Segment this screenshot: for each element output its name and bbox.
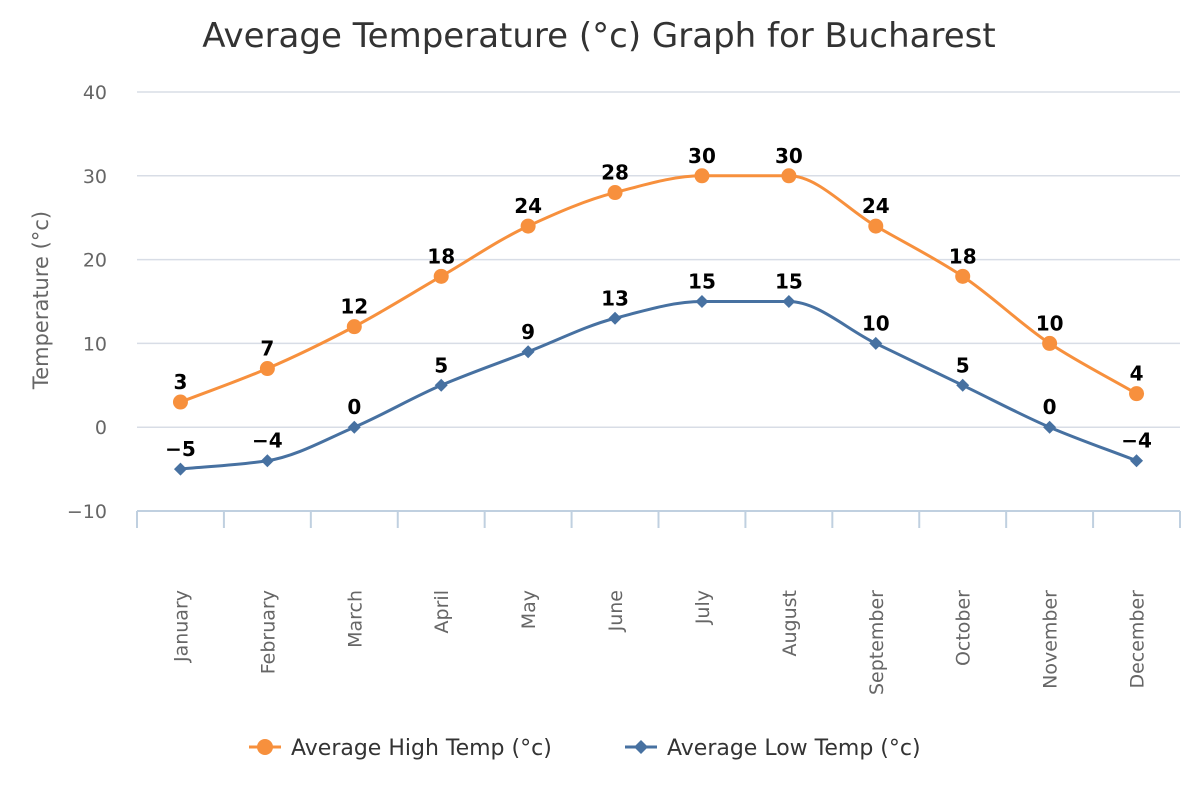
legend-marker	[634, 740, 648, 754]
data-label: 10	[862, 311, 890, 335]
data-point-marker[interactable]	[521, 345, 535, 359]
legend-item-high[interactable]: Average High Temp (°c)	[249, 736, 552, 761]
y-axis-label: Temperature (°c)	[29, 211, 53, 390]
data-label: 4	[1130, 362, 1144, 386]
data-label: 24	[514, 194, 542, 218]
data-label: 13	[601, 286, 629, 310]
data-point-marker[interactable]	[173, 462, 187, 476]
data-point-marker[interactable]	[956, 378, 970, 392]
data-point-marker[interactable]	[694, 168, 710, 184]
y-tick-label: 0	[95, 417, 107, 439]
data-label: 15	[688, 270, 716, 294]
x-tick-label: September	[866, 590, 888, 695]
data-point-marker[interactable]	[260, 454, 274, 468]
x-tick-label: January	[170, 590, 192, 663]
data-label: 30	[688, 144, 716, 168]
data-label: 24	[862, 194, 890, 218]
y-tick-label: −10	[67, 501, 107, 523]
data-point-marker[interactable]	[172, 394, 188, 410]
data-label: 0	[1043, 395, 1057, 419]
x-tick-label: April	[431, 590, 453, 633]
data-point-marker[interactable]	[868, 218, 884, 234]
data-point-marker[interactable]	[347, 420, 361, 434]
x-tick-label: May	[518, 590, 540, 629]
data-point-marker[interactable]	[781, 168, 797, 184]
data-point-marker[interactable]	[869, 336, 883, 350]
data-point-marker[interactable]	[520, 218, 536, 234]
data-label: 28	[601, 161, 629, 185]
data-point-marker[interactable]	[1042, 335, 1058, 351]
x-tick-label: August	[779, 590, 801, 657]
data-point-marker[interactable]	[433, 268, 449, 284]
series-line	[179, 174, 1138, 404]
x-tick-label: December	[1127, 590, 1149, 689]
data-label: 10	[1036, 311, 1064, 335]
y-tick-label: 10	[83, 333, 107, 355]
data-point-marker[interactable]	[434, 378, 448, 392]
chart-title: Average Temperature (°c) Graph for Bucha…	[202, 16, 995, 56]
data-point-marker[interactable]	[1129, 386, 1145, 402]
data-point-marker[interactable]	[346, 319, 362, 335]
x-tick-label: November	[1040, 590, 1062, 689]
series-group: 3 7 12 18 24 28 30 30 24 18 10 4 −5 −4 0 5 9 13 15 15 10 5 0 −4	[165, 144, 1152, 476]
x-axis: January February March April May June July Augu…	[136, 510, 1181, 695]
series-low: −5 −4 0 5 9 13 15 15 10 5 0 −4	[165, 270, 1152, 476]
data-label: −4	[252, 429, 283, 453]
data-label: −4	[1121, 429, 1152, 453]
data-point-marker[interactable]	[607, 185, 623, 201]
data-label: 18	[949, 244, 977, 268]
series-high: 3 7 12 18 24 28 30 30 24 18 10 4	[172, 144, 1145, 410]
legend[interactable]: Average High Temp (°c) Average Low Temp (…	[249, 736, 921, 761]
data-label: −5	[165, 437, 196, 461]
x-tick-label: October	[953, 590, 975, 666]
y-axis-ticks: 40 30 20 10 0 −10	[67, 82, 107, 523]
x-tick-label: February	[257, 590, 279, 674]
data-point-marker[interactable]	[1043, 420, 1057, 434]
data-label: 30	[775, 144, 803, 168]
data-point-marker[interactable]	[1130, 454, 1144, 468]
legend-label: Average Low Temp (°c)	[667, 736, 921, 761]
data-point-marker[interactable]	[259, 361, 275, 377]
x-tick-label: June	[605, 590, 627, 632]
data-label: 5	[956, 353, 970, 377]
data-point-marker[interactable]	[608, 311, 622, 325]
data-point-marker[interactable]	[695, 295, 709, 308]
x-tick-label: July	[692, 590, 714, 625]
legend-label: Average High Temp (°c)	[291, 736, 552, 761]
x-tick-label: March	[344, 590, 366, 648]
data-label: 12	[340, 295, 368, 319]
y-tick-label: 30	[83, 166, 107, 188]
data-label: 5	[434, 353, 448, 377]
grid-lines	[137, 91, 1180, 428]
data-point-marker[interactable]	[955, 268, 971, 284]
data-label: 9	[521, 320, 535, 344]
y-tick-label: 40	[83, 82, 107, 104]
data-label: 18	[427, 244, 455, 268]
data-label: 7	[260, 337, 274, 361]
legend-item-low[interactable]: Average Low Temp (°c)	[625, 736, 921, 761]
data-point-marker[interactable]	[782, 295, 796, 308]
y-tick-label: 20	[83, 250, 107, 272]
data-label: 0	[347, 395, 361, 419]
data-label: 3	[173, 370, 187, 394]
legend-marker	[257, 739, 273, 755]
series-line	[180, 299, 1138, 471]
data-label: 15	[775, 270, 803, 294]
